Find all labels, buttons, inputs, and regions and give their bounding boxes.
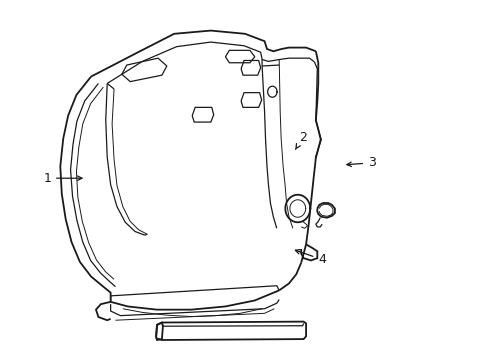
- Text: 2: 2: [295, 131, 307, 149]
- Text: 1: 1: [43, 172, 82, 185]
- Text: 3: 3: [347, 156, 376, 169]
- Text: 4: 4: [295, 249, 326, 266]
